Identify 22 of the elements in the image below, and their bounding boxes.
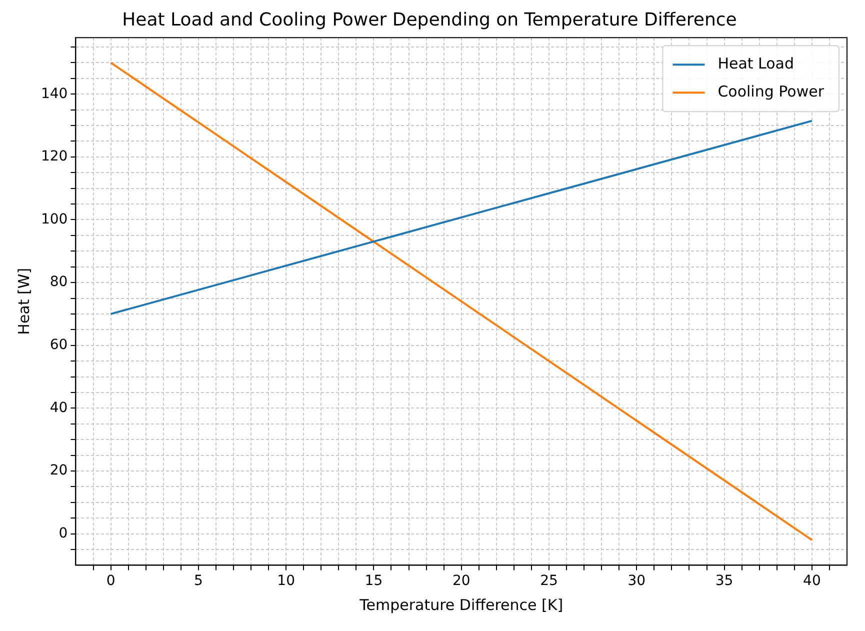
x-tick-label: 30 — [628, 573, 646, 590]
x-tick-label: 25 — [540, 573, 558, 590]
x-tick-label: 40 — [803, 573, 821, 590]
y-tick-label: 0 — [58, 525, 68, 542]
y-tick-label: 120 — [40, 148, 68, 165]
y-tick-label: 100 — [40, 211, 68, 228]
y-tick-label: 20 — [50, 462, 68, 479]
chart-title: Heat Load and Cooling Power Depending on Temperature Difference — [122, 9, 737, 30]
x-tick-label: 10 — [277, 573, 295, 590]
y-tick-label: 60 — [50, 337, 68, 354]
x-tick-label: 0 — [106, 573, 116, 590]
x-tick-label: 5 — [194, 573, 203, 590]
y-axis-title: Heat [W] — [14, 268, 33, 335]
x-tick-label: 35 — [715, 573, 734, 590]
legend-label: Heat Load — [718, 54, 794, 72]
x-tick-label: 15 — [364, 573, 383, 590]
legend-label: Cooling Power — [718, 82, 825, 100]
y-tick-label: 140 — [40, 86, 68, 102]
y-tick-label: 40 — [50, 400, 68, 416]
y-tick-label: 80 — [50, 274, 68, 290]
x-tick-label: 20 — [452, 573, 470, 590]
x-axis-title: Temperature Difference [K] — [358, 596, 564, 614]
